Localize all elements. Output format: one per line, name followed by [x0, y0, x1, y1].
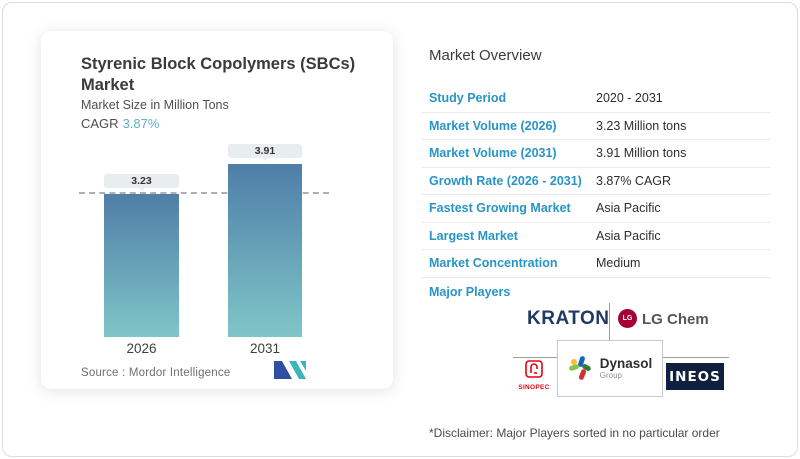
cagr-label: CAGR	[81, 116, 119, 131]
disclaimer-text: *Disclaimer: Major Players sorted in no …	[429, 426, 720, 440]
row-value: 3.87% CAGR	[596, 173, 672, 188]
ineos-logo: INEOS	[666, 363, 724, 390]
row-label: Study Period	[429, 91, 507, 106]
row-label: Fastest Growing Market	[429, 201, 571, 216]
table-row: Study Period 2020 - 2031	[421, 85, 771, 113]
row-label: Growth Rate (2026 - 2031)	[429, 173, 582, 188]
x-axis-label-2031: 2031	[249, 341, 281, 356]
major-players-diagram: KRATON LG LG Chem Dynasol Group	[489, 296, 751, 408]
connector-line-right	[661, 357, 729, 358]
title-line-2: Market	[81, 76, 135, 94]
reference-dashed-line	[79, 192, 329, 194]
major-players-label: Major Players	[429, 285, 511, 299]
title-line-1: Styrenic Block Copolymers (SBCs)	[81, 55, 356, 73]
dynasol-asterisk-icon	[568, 356, 591, 380]
row-label: Market Volume (2031)	[429, 146, 557, 161]
table-row: Largest Market Asia Pacific	[421, 223, 771, 250]
row-label: Market Concentration	[429, 256, 558, 271]
source-attribution: Source : Mordor Intelligence	[81, 367, 231, 379]
row-value: Asia Pacific	[596, 201, 661, 216]
kraton-logo: KRATON	[527, 308, 610, 329]
page-title: Styrenic Block Copolymers (SBCs) Market	[81, 54, 361, 96]
lg-chem-logo: LG Chem	[642, 311, 709, 328]
bar-2031	[228, 164, 302, 337]
market-size-card: Styrenic Block Copolymers (SBCs) Market …	[41, 31, 393, 389]
cagr-line: CAGR 3.87%	[81, 116, 159, 131]
chart-subtitle: Market Size in Million Tons	[81, 98, 229, 112]
divider-vertical-line	[609, 303, 610, 340]
overview-table: Study Period 2020 - 2031 Market Volume (…	[421, 85, 771, 278]
cagr-value: 3.87%	[122, 116, 160, 131]
value-label-2031: 3.91	[228, 144, 302, 161]
row-value: Medium	[596, 256, 641, 271]
bar-2026	[104, 194, 179, 337]
table-row: Market Volume (2031) 3.91 Million tons	[421, 140, 771, 168]
table-row: Market Volume (2026) 3.23 Million tons	[421, 113, 771, 140]
row-label: Market Volume (2026)	[429, 118, 557, 133]
lg-chem-icon: LG	[618, 309, 637, 328]
sinopec-text: SINOPEC	[518, 384, 550, 391]
row-label: Largest Market	[429, 228, 518, 243]
sinopec-icon	[525, 360, 543, 378]
sinopec-logo: SINOPEC	[516, 360, 552, 391]
row-value: 3.23 Million tons	[596, 118, 687, 133]
row-value: 3.91 Million tons	[596, 146, 687, 161]
dynasol-logo-text: Dynasol Group	[600, 357, 653, 381]
market-overview-panel: Market Overview Study Period 2020 - 2031…	[419, 41, 775, 456]
dynasol-name: Dynasol	[599, 355, 653, 371]
dynasol-logo-box: Dynasol Group	[557, 340, 663, 397]
table-row: Growth Rate (2026 - 2031) 3.87% CAGR	[421, 168, 771, 195]
connector-line-left	[513, 357, 557, 358]
mordor-intelligence-logo	[274, 361, 306, 379]
x-axis-label-2026: 2026	[126, 341, 157, 356]
row-value: Asia Pacific	[596, 228, 661, 243]
table-row: Fastest Growing Market Asia Pacific	[421, 195, 771, 223]
row-value: 2020 - 2031	[596, 91, 663, 106]
overview-heading: Market Overview	[429, 47, 542, 64]
dynasol-group: Group	[599, 371, 622, 381]
table-row: Market Concentration Medium	[421, 250, 771, 278]
value-label-2026: 3.23	[104, 174, 179, 191]
